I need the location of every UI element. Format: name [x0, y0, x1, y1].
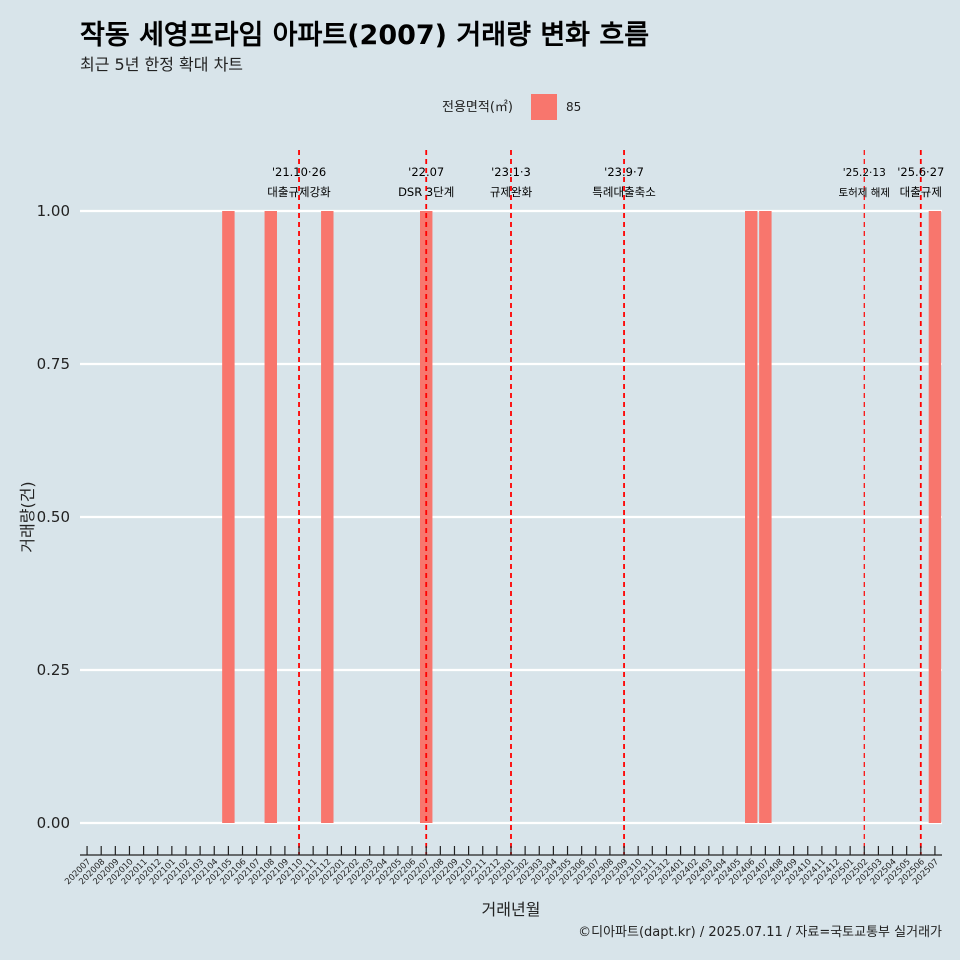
annotations: '21.10·26 대출규제강화 '22.07 DSR 3단계 '23.1·3 규제완화 '… — [267, 165, 944, 199]
y-tick-label-2: 0.50 — [37, 508, 70, 526]
legend-title: 전용면적(㎡) — [442, 100, 513, 115]
y-tick-label-3: 0.75 — [37, 355, 70, 373]
annotation-label-202110: 대출규제강화 — [267, 185, 331, 199]
x-axis: 2020072020082020092020102020112020122021… — [63, 846, 942, 887]
source-caption: ©디아파트(dapt.kr) / 2025.07.11 / 자료=국토교통부 실… — [578, 925, 942, 940]
annotation-date-202506: '25.6·27 — [897, 165, 944, 179]
legend: 전용면적(㎡) 85 — [442, 94, 581, 120]
bar-202207 — [419, 211, 433, 823]
annotation-label-202506: 대출규제 — [900, 185, 942, 199]
bar-202112 — [321, 211, 334, 823]
legend-label-85: 85 — [566, 100, 581, 114]
y-tick-labels: 0.00 0.25 0.50 0.75 1.00 — [37, 202, 70, 832]
x-axis-title: 거래년월 — [482, 900, 541, 919]
y-tick-label-1: 0.25 — [37, 661, 70, 679]
bar-202507 — [928, 211, 942, 823]
annotation-date-202502: '25.2·13 — [843, 167, 886, 179]
reference-lines — [298, 150, 922, 855]
bar-202407 — [759, 211, 772, 823]
bar-202105 — [222, 211, 235, 823]
annotation-date-202207: '22.07 — [408, 165, 444, 179]
y-axis-title: 거래량(건) — [18, 481, 37, 552]
chart-title: 작동 세영프라임 아파트(2007) 거래량 변화 흐름 — [80, 20, 649, 51]
annotation-label-202309: 특례대출축소 — [592, 185, 655, 199]
y-tick-label-4: 1.00 — [37, 202, 70, 220]
annotation-label-202207: DSR 3단계 — [398, 185, 454, 199]
bar-202108 — [264, 211, 277, 823]
gridlines — [80, 209, 942, 825]
annotation-date-202309: '23.9·7 — [604, 165, 644, 179]
bar-202406 — [745, 211, 758, 823]
bars — [222, 211, 942, 823]
annotation-label-202301: 규제완화 — [490, 185, 533, 199]
y-tick-label-0: 0.00 — [37, 814, 70, 832]
annotation-label-202502: 토허제 해제 — [838, 186, 890, 199]
chart-subtitle: 최근 5년 한정 확대 차트 — [80, 55, 243, 74]
annotation-date-202301: '23.1·3 — [491, 165, 531, 179]
legend-swatch-85 — [531, 94, 557, 120]
annotation-date-202110: '21.10·26 — [272, 165, 326, 179]
